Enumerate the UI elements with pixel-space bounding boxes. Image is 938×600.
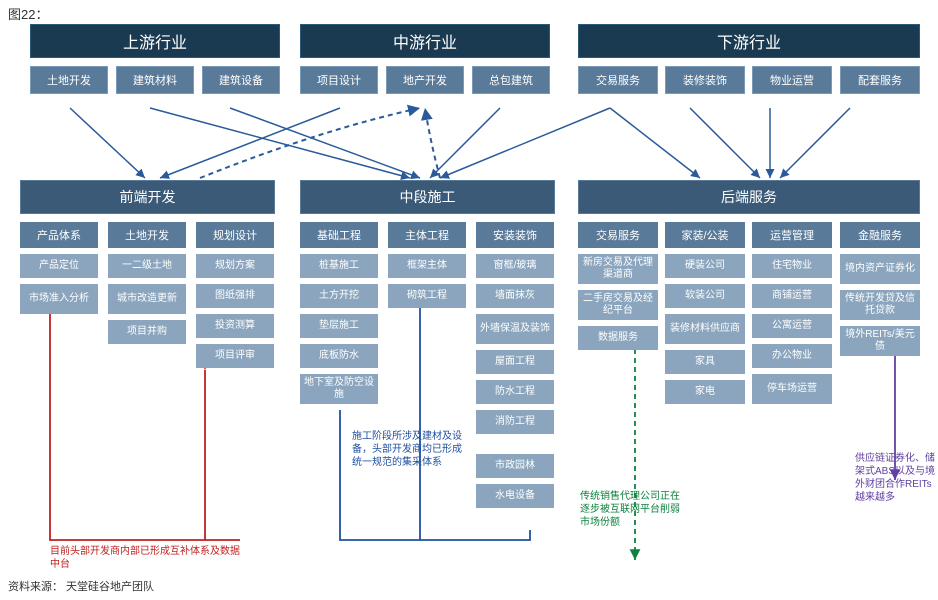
cell-c10-2: 境外REITs/美元债 <box>840 326 920 356</box>
col-c7: 交易服务 <box>578 222 658 248</box>
sub-upstream-2: 建筑设备 <box>202 66 280 94</box>
cell-c10-1: 传统开发贷及信托贷款 <box>840 290 920 320</box>
cell-c4-2: 垫层施工 <box>300 314 378 338</box>
source-text: 资料来源： 天堂硅谷地产团队 <box>8 578 154 594</box>
cell-c9-0: 住宅物业 <box>752 254 832 278</box>
sub-downstream-1: 装修装饰 <box>665 66 745 94</box>
cell-c1-0: 产品定位 <box>20 254 98 278</box>
cell-c4-3: 底板防水 <box>300 344 378 368</box>
cell-c9-1: 商铺运营 <box>752 284 832 308</box>
header-upstream: 上游行业 <box>30 24 280 58</box>
cell-c6-0: 窗框/玻璃 <box>476 254 554 278</box>
cell-c7-1: 二手房交易及经纪平台 <box>578 290 658 320</box>
note-red: 目前头部开发商内部已形成互补体系及数据中台 <box>50 545 240 571</box>
note-green: 传统销售代理公司正在逐步被互联网平台削弱市场份额 <box>580 490 680 529</box>
cell-c8-1: 软装公司 <box>665 284 745 308</box>
col-c2: 土地开发 <box>108 222 186 248</box>
cell-c4-0: 桩基施工 <box>300 254 378 278</box>
cell-c9-4: 停车场运营 <box>752 374 832 404</box>
header-midstream: 中游行业 <box>300 24 550 58</box>
sub-upstream-1: 建筑材料 <box>116 66 194 94</box>
sub-downstream-2: 物业运营 <box>752 66 832 94</box>
cell-c5-0: 框架主体 <box>388 254 466 278</box>
cell-c6-1: 墙面抹灰 <box>476 284 554 308</box>
col-c6: 安装装饰 <box>476 222 554 248</box>
cell-c4-4: 地下室及防空设施 <box>300 374 378 404</box>
sub-downstream-3: 配套服务 <box>840 66 920 94</box>
cell-c6-3: 屋面工程 <box>476 350 554 374</box>
cell-c3-0: 规划方案 <box>196 254 274 278</box>
cell-c7-0: 新房交易及代理渠道商 <box>578 254 658 284</box>
note-purple: 供应链证券化、储架式ABS以及与境外财团合作REITs越来越多 <box>855 452 937 504</box>
cell-c6-7: 水电设备 <box>476 484 554 508</box>
stage-backend: 后端服务 <box>578 180 920 214</box>
cell-c1-1: 市场准入分析 <box>20 284 98 314</box>
sub-midstream-2: 总包建筑 <box>472 66 550 94</box>
cell-c5-1: 砌筑工程 <box>388 284 466 308</box>
col-c4: 基础工程 <box>300 222 378 248</box>
cell-c8-3: 家具 <box>665 350 745 374</box>
cell-c3-3: 项目评审 <box>196 344 274 368</box>
cell-c6-6: 市政园林 <box>476 454 554 478</box>
col-c1: 产品体系 <box>20 222 98 248</box>
cell-c3-2: 投资测算 <box>196 314 274 338</box>
cell-c2-2: 项目并购 <box>108 320 186 344</box>
col-c5: 主体工程 <box>388 222 466 248</box>
cell-c10-0: 境内资产证券化 <box>840 254 920 284</box>
col-c3: 规划设计 <box>196 222 274 248</box>
sub-upstream-0: 土地开发 <box>30 66 108 94</box>
stage-frontend: 前端开发 <box>20 180 275 214</box>
col-c9: 运营管理 <box>752 222 832 248</box>
cell-c9-3: 办公物业 <box>752 344 832 368</box>
cell-c6-4: 防水工程 <box>476 380 554 404</box>
figure-title: 图22： <box>8 4 48 23</box>
cell-c6-5: 消防工程 <box>476 410 554 434</box>
header-downstream: 下游行业 <box>578 24 920 58</box>
sub-downstream-0: 交易服务 <box>578 66 658 94</box>
note-blue: 施工阶段所涉及建材及设备，头部开发商均已形成统一规范的集采体系 <box>352 430 462 469</box>
stage-construction: 中段施工 <box>300 180 555 214</box>
cell-c4-1: 土方开挖 <box>300 284 378 308</box>
col-c8: 家装/公装 <box>665 222 745 248</box>
col-c10: 金融服务 <box>840 222 920 248</box>
cell-c2-0: 一二级土地 <box>108 254 186 278</box>
cell-c2-1: 城市改造更新 <box>108 284 186 314</box>
cell-c8-0: 硬装公司 <box>665 254 745 278</box>
sub-midstream-0: 项目设计 <box>300 66 378 94</box>
cell-c3-1: 图纸强排 <box>196 284 274 308</box>
cell-c7-2: 数据服务 <box>578 326 658 350</box>
cell-c6-2: 外墙保温及装饰 <box>476 314 554 344</box>
cell-c8-2: 装修材料供应商 <box>665 314 745 344</box>
sub-midstream-1: 地产开发 <box>386 66 464 94</box>
cell-c9-2: 公寓运营 <box>752 314 832 338</box>
cell-c8-4: 家电 <box>665 380 745 404</box>
